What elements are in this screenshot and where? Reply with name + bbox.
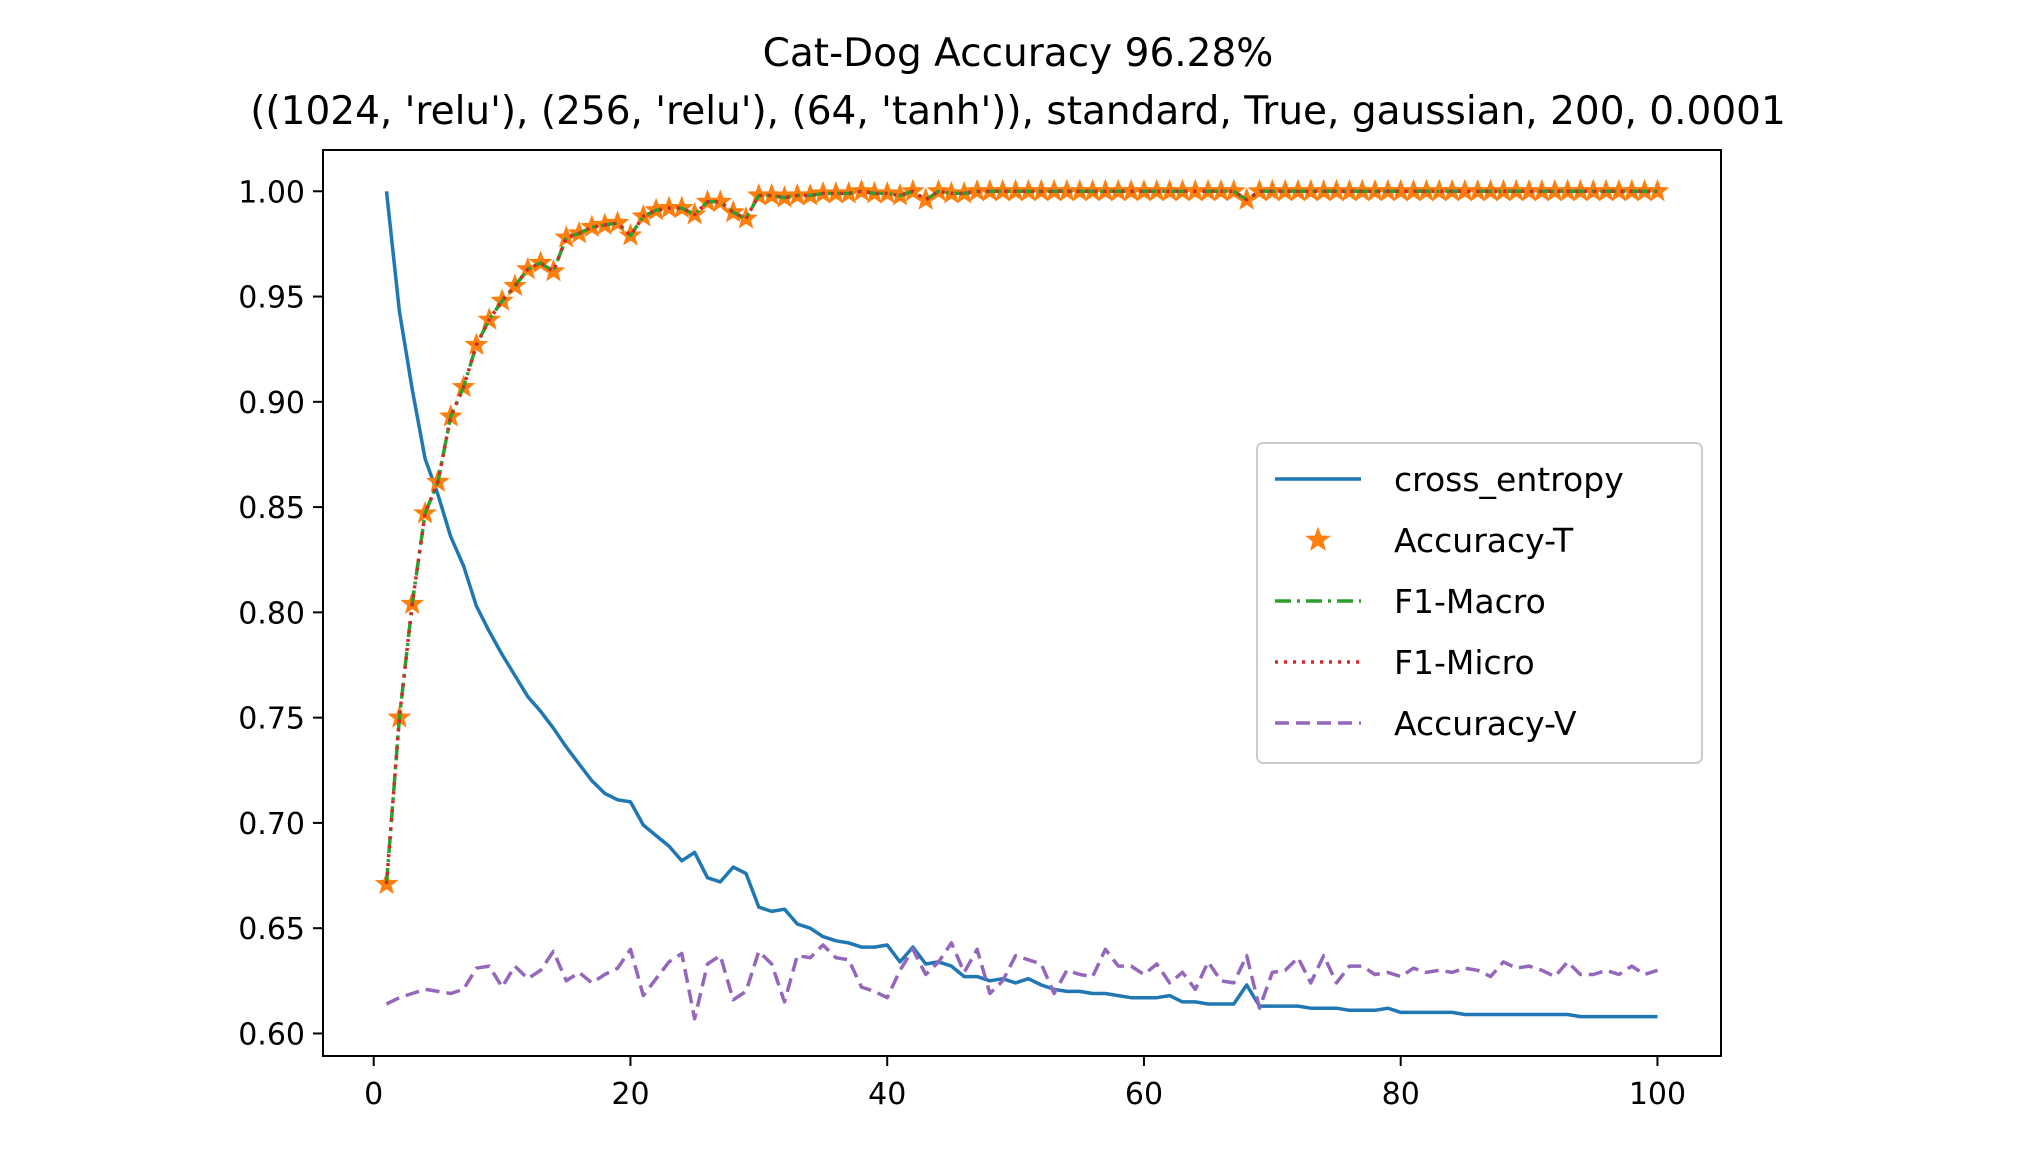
point-accuracy-t-27	[708, 189, 733, 212]
chart-subtitle: ((1024, 'relu'), (256, 'relu'), (64, 'ta…	[250, 89, 1786, 134]
x-tick-label: 100	[1629, 1077, 1686, 1112]
legend-item-cross-entropy: cross_entropy	[1275, 460, 1624, 499]
axes: 0 20 40 60 80 100 0.60 0.65 0.70 0.75 0.80 0.85 0.90…	[238, 149, 1722, 1112]
x-tick-label: 60	[1125, 1077, 1163, 1112]
plot-series	[374, 178, 1670, 1021]
x-tick-label: 20	[611, 1077, 649, 1112]
legend-item-f1-macro: F1-Macro	[1275, 582, 1546, 621]
legend-item-accuracy-t: Accuracy-T	[1305, 521, 1574, 560]
y-tick-label: 0.60	[238, 1017, 305, 1052]
legend-swatch	[1305, 526, 1331, 551]
x-tick-label: 40	[868, 1077, 906, 1112]
point-accuracy-t-19	[605, 210, 630, 233]
legend-item-accuracy-v: Accuracy-V	[1275, 704, 1577, 743]
chart-title: Cat-Dog Accuracy 96.28%	[763, 31, 1274, 76]
legend-label: F1-Macro	[1394, 582, 1546, 621]
y-tick-label: 0.85	[238, 491, 305, 526]
series-f1-macro	[384, 189, 1658, 885]
y-tick-label: 0.90	[238, 386, 305, 421]
legend-frame	[1256, 442, 1703, 764]
y-tick-label: 0.65	[238, 912, 305, 947]
point-accuracy-t-31	[759, 183, 784, 206]
legend-label: cross_entropy	[1394, 460, 1624, 499]
legend-label: Accuracy-V	[1394, 704, 1577, 743]
line-cross-entropy	[384, 191, 1658, 1019]
series-cross-entropy	[384, 191, 1658, 1019]
legend-label: F1-Micro	[1394, 643, 1535, 682]
x-tick-label: 0	[364, 1077, 383, 1112]
y-tick-label: 0.70	[238, 807, 305, 842]
y-tick-label: 0.80	[238, 596, 305, 631]
line-accuracy-v	[385, 941, 1659, 1021]
plot-frame	[322, 149, 1722, 1057]
y-tick-label: 0.95	[238, 281, 305, 316]
series-accuracy-v	[385, 941, 1659, 1021]
legend: cross_entropy Accuracy-T F1-Macro F1-Micro A…	[1256, 442, 1703, 764]
legend-item-f1-micro: F1-Micro	[1275, 643, 1535, 682]
legend-label: Accuracy-T	[1394, 521, 1574, 560]
x-tick-label: 80	[1382, 1077, 1420, 1112]
y-tick-label: 1.00	[238, 175, 305, 210]
y-tick-label: 0.75	[238, 702, 305, 737]
line-f1-macro	[384, 189, 1658, 885]
